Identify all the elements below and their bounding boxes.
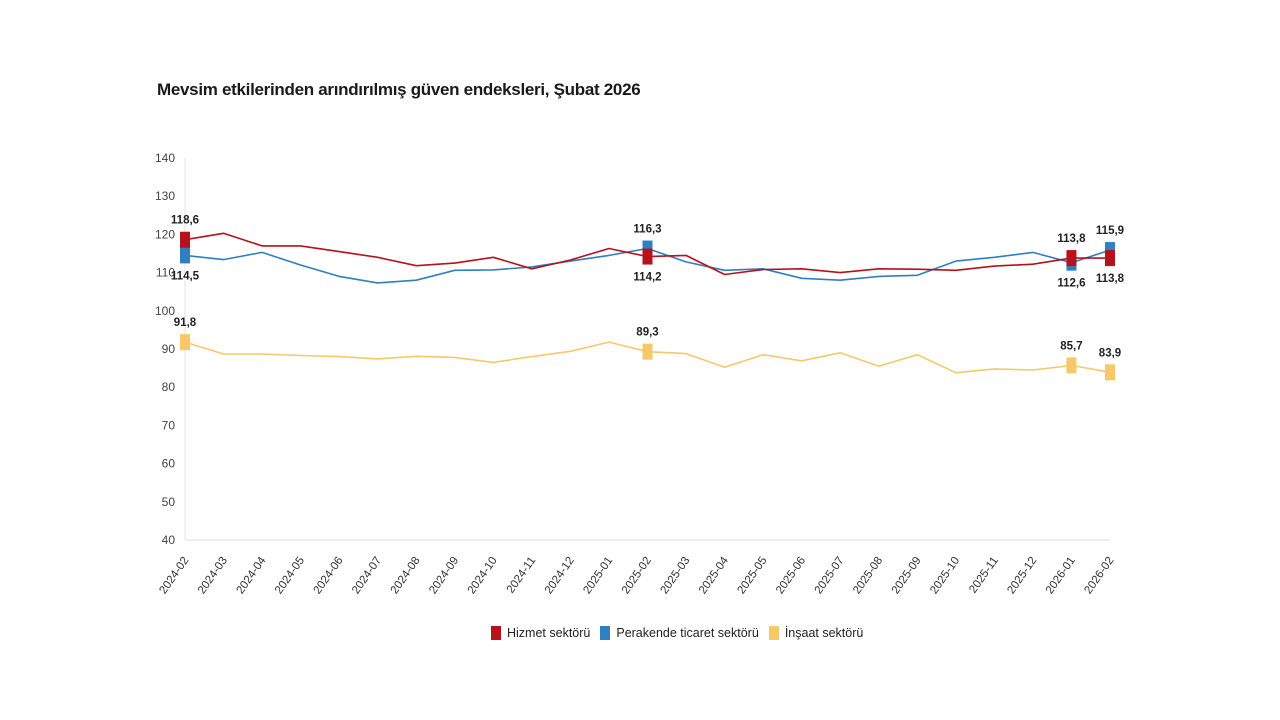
legend-swatch-insaat [768, 626, 779, 640]
legend-label-hizmet: Hizmet sektörü [507, 626, 591, 640]
x-tick-label: 2025-10 [928, 555, 962, 596]
data-marker [1105, 250, 1115, 267]
data-label: 116,3 [633, 224, 661, 236]
x-tick-label: 2025-03 [658, 555, 692, 596]
x-tick-label: 2025-12 [1005, 555, 1039, 596]
y-tick-label: 100 [155, 304, 175, 318]
data-label: 114,5 [171, 270, 200, 282]
legend-item-insaat[interactable]: İnşaat sektörü [768, 626, 864, 640]
data-label: 118,6 [171, 215, 199, 227]
data-marker [642, 248, 653, 265]
x-tick-label: 2025-02 [620, 555, 654, 596]
legend-swatch-perakende [600, 626, 611, 640]
data-marker [1066, 357, 1077, 374]
y-tick-label: 90 [162, 342, 176, 356]
data-label: 83,9 [1099, 347, 1121, 359]
x-tick-label: 2024-03 [196, 555, 230, 596]
data-label: 114,2 [633, 272, 661, 284]
data-marker [1066, 250, 1077, 267]
x-tick-label: 2024-04 [234, 554, 268, 596]
legend-label-perakende: Perakende ticaret sektörü [616, 626, 759, 640]
data-marker [180, 247, 190, 264]
x-tick-label: 2024-08 [389, 555, 423, 596]
data-label: 112,6 [1057, 278, 1085, 290]
x-tick-label: 2024-10 [466, 555, 500, 596]
x-tick-label: 2026-02 [1082, 555, 1116, 596]
series-markers [180, 231, 1115, 381]
x-tick-label: 2024-11 [505, 555, 539, 596]
x-tick-label: 2024-12 [543, 555, 577, 596]
data-labels: 118,6 114,2 113,8 113,8 114,5 116,3 112,6 115,9… [171, 215, 1125, 360]
x-tick-label: 2024-09 [427, 555, 461, 596]
x-tick-label: 2024-02 [157, 555, 191, 596]
x-tick-label: 2025-06 [774, 555, 808, 596]
y-tick-label: 110 [156, 266, 175, 280]
y-tick-label: 70 [162, 418, 176, 432]
x-tick-label: 2024-05 [273, 555, 307, 596]
x-tick-label: 2024-06 [312, 555, 346, 596]
y-tick-label: 140 [155, 151, 175, 165]
x-tick-label: 2025-11 [967, 555, 1001, 596]
x-tick-label: 2025-04 [697, 554, 731, 596]
legend: Hizmet sektörü Perakende ticaret sektörü… [491, 626, 863, 640]
data-marker [642, 240, 653, 257]
data-marker [1105, 364, 1115, 381]
legend-item-hizmet[interactable]: Hizmet sektörü [491, 626, 590, 640]
data-marker [642, 343, 653, 360]
y-tick-label: 120 [155, 227, 175, 241]
x-tick-label: 2026-01 [1044, 555, 1078, 596]
x-tick-label: 2025-05 [736, 555, 770, 596]
data-marker [180, 231, 190, 248]
legend-item-perakende[interactable]: Perakende ticaret sektörü [600, 626, 759, 640]
x-tick-label: 2024-07 [350, 555, 384, 596]
x-tick-label: 2025-09 [890, 555, 924, 596]
chart-title: Mevsim etkilerinden arındırılmış güven e… [157, 80, 641, 99]
data-label: 115,9 [1096, 225, 1124, 237]
y-tick-label: 130 [155, 189, 175, 203]
legend-label-insaat: İnşaat sektörü [784, 626, 864, 640]
y-tick-label: 60 [162, 457, 176, 471]
x-tick-label: 2025-07 [813, 555, 847, 596]
data-marker [180, 334, 190, 351]
y-tick-label: 80 [162, 380, 176, 394]
data-label: 89,3 [636, 327, 658, 339]
x-tick-label: 2025-01 [581, 555, 615, 596]
data-label: 91,8 [174, 317, 197, 329]
data-label: 113,8 [1096, 273, 1125, 285]
y-tick-label: 50 [162, 495, 176, 509]
data-label: 113,8 [1057, 233, 1086, 245]
y-tick-label: 40 [162, 533, 176, 547]
data-marker [1105, 242, 1115, 259]
data-label: 85,7 [1060, 340, 1082, 352]
legend-swatch-hizmet [491, 626, 501, 640]
x-tick-label: 2025-08 [851, 555, 885, 596]
